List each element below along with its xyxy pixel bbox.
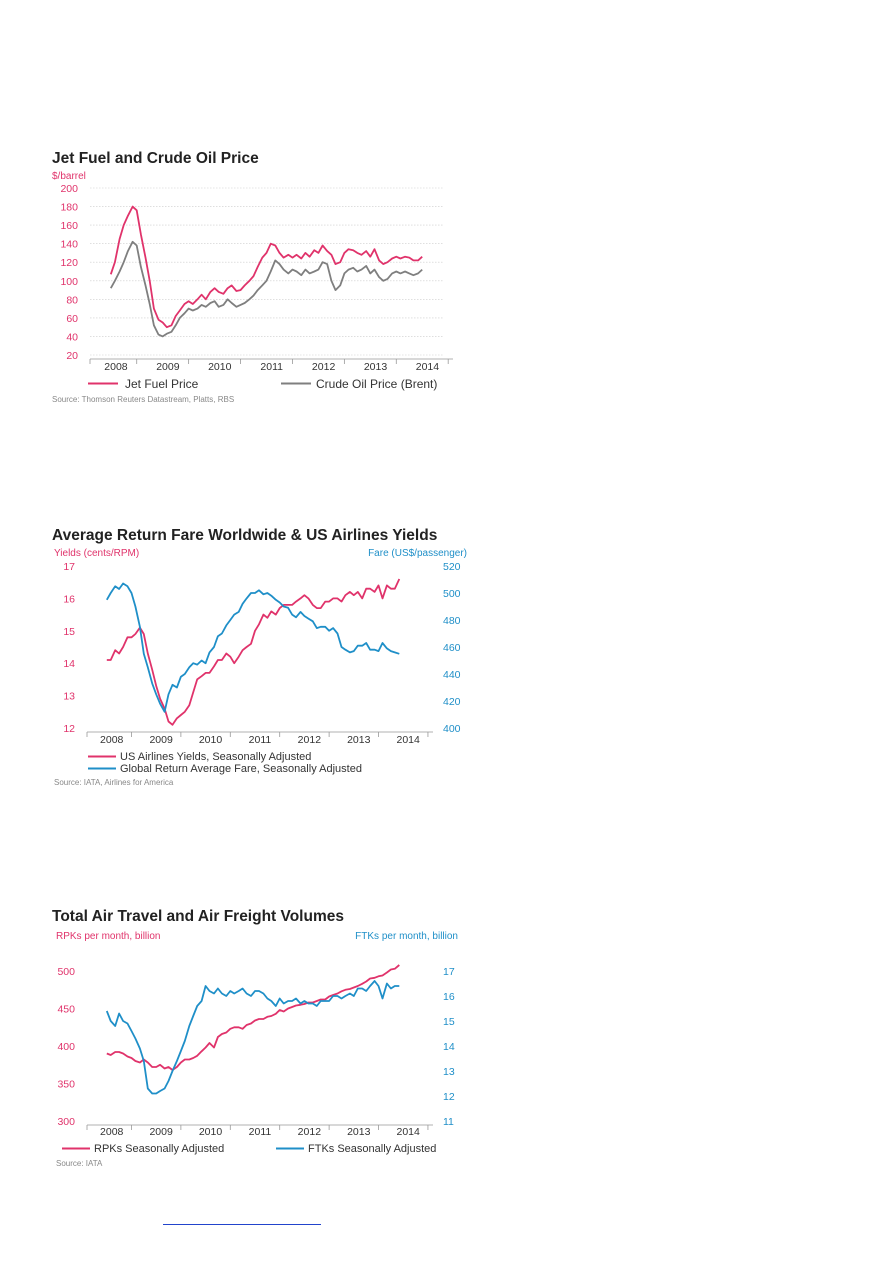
y-tick-label: 200 — [60, 183, 78, 195]
x-tick-label: 2014 — [396, 1126, 420, 1138]
x-tick-label: 2013 — [347, 1126, 371, 1138]
y-tick-label: 140 — [60, 239, 78, 251]
series-line-1 — [110, 240, 423, 338]
chart1-svg: Jet Fuel and Crude Oil Price $/barrel 20… — [52, 150, 453, 404]
y2-tick-label: 420 — [443, 696, 461, 708]
series-line-0 — [106, 578, 401, 726]
x-tick-label: 2011 — [249, 734, 272, 746]
y2-tick-label: 13 — [443, 1066, 455, 1078]
legend-label-brent: Crude Oil Price (Brent) — [316, 377, 437, 391]
y2-tick-label: 440 — [443, 669, 461, 681]
y2-tick-label: 14 — [443, 1041, 455, 1053]
x-tick-label: 2009 — [149, 734, 173, 746]
x-tick-label: 2009 — [149, 1126, 173, 1138]
y2-tick-label: 400 — [443, 723, 461, 735]
source-note: Source: Thomson Reuters Datastream, Plat… — [52, 395, 234, 404]
y-tick-label: 16 — [63, 593, 75, 605]
legend-label-us-yields: US Airlines Yields, Seasonally Adjusted — [120, 751, 311, 763]
y-axis-label: RPKs per month, billion — [56, 931, 161, 942]
x-tick-label: 2013 — [364, 361, 388, 373]
y2-tick-label: 11 — [443, 1116, 454, 1128]
chart-title: Total Air Travel and Air Freight Volumes — [52, 908, 344, 925]
legend-label-jet-fuel: Jet Fuel Price — [125, 377, 199, 391]
y2-axis-label: FTKs per month, billion — [355, 931, 458, 942]
x-tick-label: 2011 — [260, 361, 283, 373]
y-tick-label: 160 — [60, 220, 78, 232]
x-tick-label: 2012 — [298, 1126, 322, 1138]
y-tick-label: 13 — [63, 691, 75, 703]
chart3-svg: Total Air Travel and Air Freight Volumes… — [52, 908, 458, 1168]
x-tick-label: 2008 — [100, 734, 124, 746]
x-tick-label: 2009 — [156, 361, 180, 373]
chart-title: Jet Fuel and Crude Oil Price — [52, 150, 259, 167]
y-tick-label: 17 — [63, 561, 75, 573]
source-note: Source: IATA — [56, 1159, 103, 1168]
series-line-0 — [109, 205, 423, 329]
legend-label-global-fare: Global Return Average Fare, Seasonally A… — [120, 763, 362, 775]
air-travel-freight-chart: Total Air Travel and Air Freight Volumes… — [50, 903, 475, 1183]
y-tick-label: 120 — [60, 257, 78, 269]
y2-tick-label: 12 — [443, 1091, 455, 1103]
x-tick-label: 2010 — [199, 1126, 223, 1138]
x-tick-label: 2011 — [249, 1126, 272, 1138]
y-tick-label: 300 — [57, 1116, 75, 1128]
y2-tick-label: 15 — [443, 1016, 455, 1028]
y2-tick-label: 16 — [443, 991, 455, 1003]
y-axis-label: $/barrel — [52, 171, 86, 182]
x-tick-label: 2014 — [416, 361, 440, 373]
y-tick-label: 20 — [66, 350, 78, 362]
footer-link-underline[interactable] — [163, 1210, 321, 1225]
series-line-0 — [106, 964, 400, 1071]
y-tick-label: 12 — [63, 723, 75, 735]
legend-label-rpks: RPKs Seasonally Adjusted — [94, 1143, 224, 1155]
y2-tick-label: 500 — [443, 588, 461, 600]
x-tick-label: 2010 — [208, 361, 232, 373]
y-tick-label: 500 — [57, 966, 75, 978]
chart2-svg: Average Return Fare Worldwide & US Airli… — [52, 527, 467, 787]
legend: Jet Fuel Price Crude Oil Price (Brent) — [88, 377, 437, 391]
x-tick-label: 2014 — [396, 734, 420, 746]
y2-tick-label: 480 — [443, 615, 461, 627]
y-tick-label: 350 — [57, 1079, 75, 1091]
y-tick-label: 14 — [63, 658, 75, 670]
y-tick-label: 180 — [60, 202, 78, 214]
series-line-1 — [106, 582, 400, 713]
y-axis-label: Yields (cents/RPM) — [54, 548, 139, 559]
y-tick-label: 400 — [57, 1041, 75, 1053]
x-tick-label: 2010 — [199, 734, 223, 746]
source-note: Source: IATA, Airlines for America — [54, 778, 174, 787]
x-tick-label: 2008 — [104, 361, 128, 373]
legend-label-ftks: FTKs Seasonally Adjusted — [308, 1143, 436, 1155]
x-tick-label: 2012 — [298, 734, 322, 746]
x-tick-label: 2008 — [100, 1126, 124, 1138]
legend: US Airlines Yields, Seasonally Adjusted … — [88, 751, 362, 775]
y-tick-label: 40 — [66, 331, 78, 343]
return-fare-yields-chart: Average Return Fare Worldwide & US Airli… — [50, 522, 475, 792]
y-tick-label: 80 — [66, 294, 78, 306]
y2-tick-label: 520 — [443, 561, 461, 573]
x-tick-label: 2013 — [347, 734, 371, 746]
y-tick-label: 450 — [57, 1004, 75, 1016]
series-line-1 — [105, 980, 400, 1095]
y2-tick-label: 460 — [443, 642, 461, 654]
y-tick-label: 15 — [63, 626, 75, 638]
y2-tick-label: 17 — [443, 966, 455, 978]
y2-axis-label: Fare (US$/passenger) — [368, 548, 467, 559]
legend: RPKs Seasonally Adjusted FTKs Seasonally… — [62, 1143, 436, 1155]
chart-title: Average Return Fare Worldwide & US Airli… — [52, 527, 437, 544]
x-tick-label: 2012 — [312, 361, 336, 373]
jet-fuel-crude-oil-chart: Jet Fuel and Crude Oil Price $/barrel 20… — [50, 145, 475, 410]
y-tick-label: 60 — [66, 313, 78, 325]
y-tick-label: 100 — [60, 276, 78, 288]
